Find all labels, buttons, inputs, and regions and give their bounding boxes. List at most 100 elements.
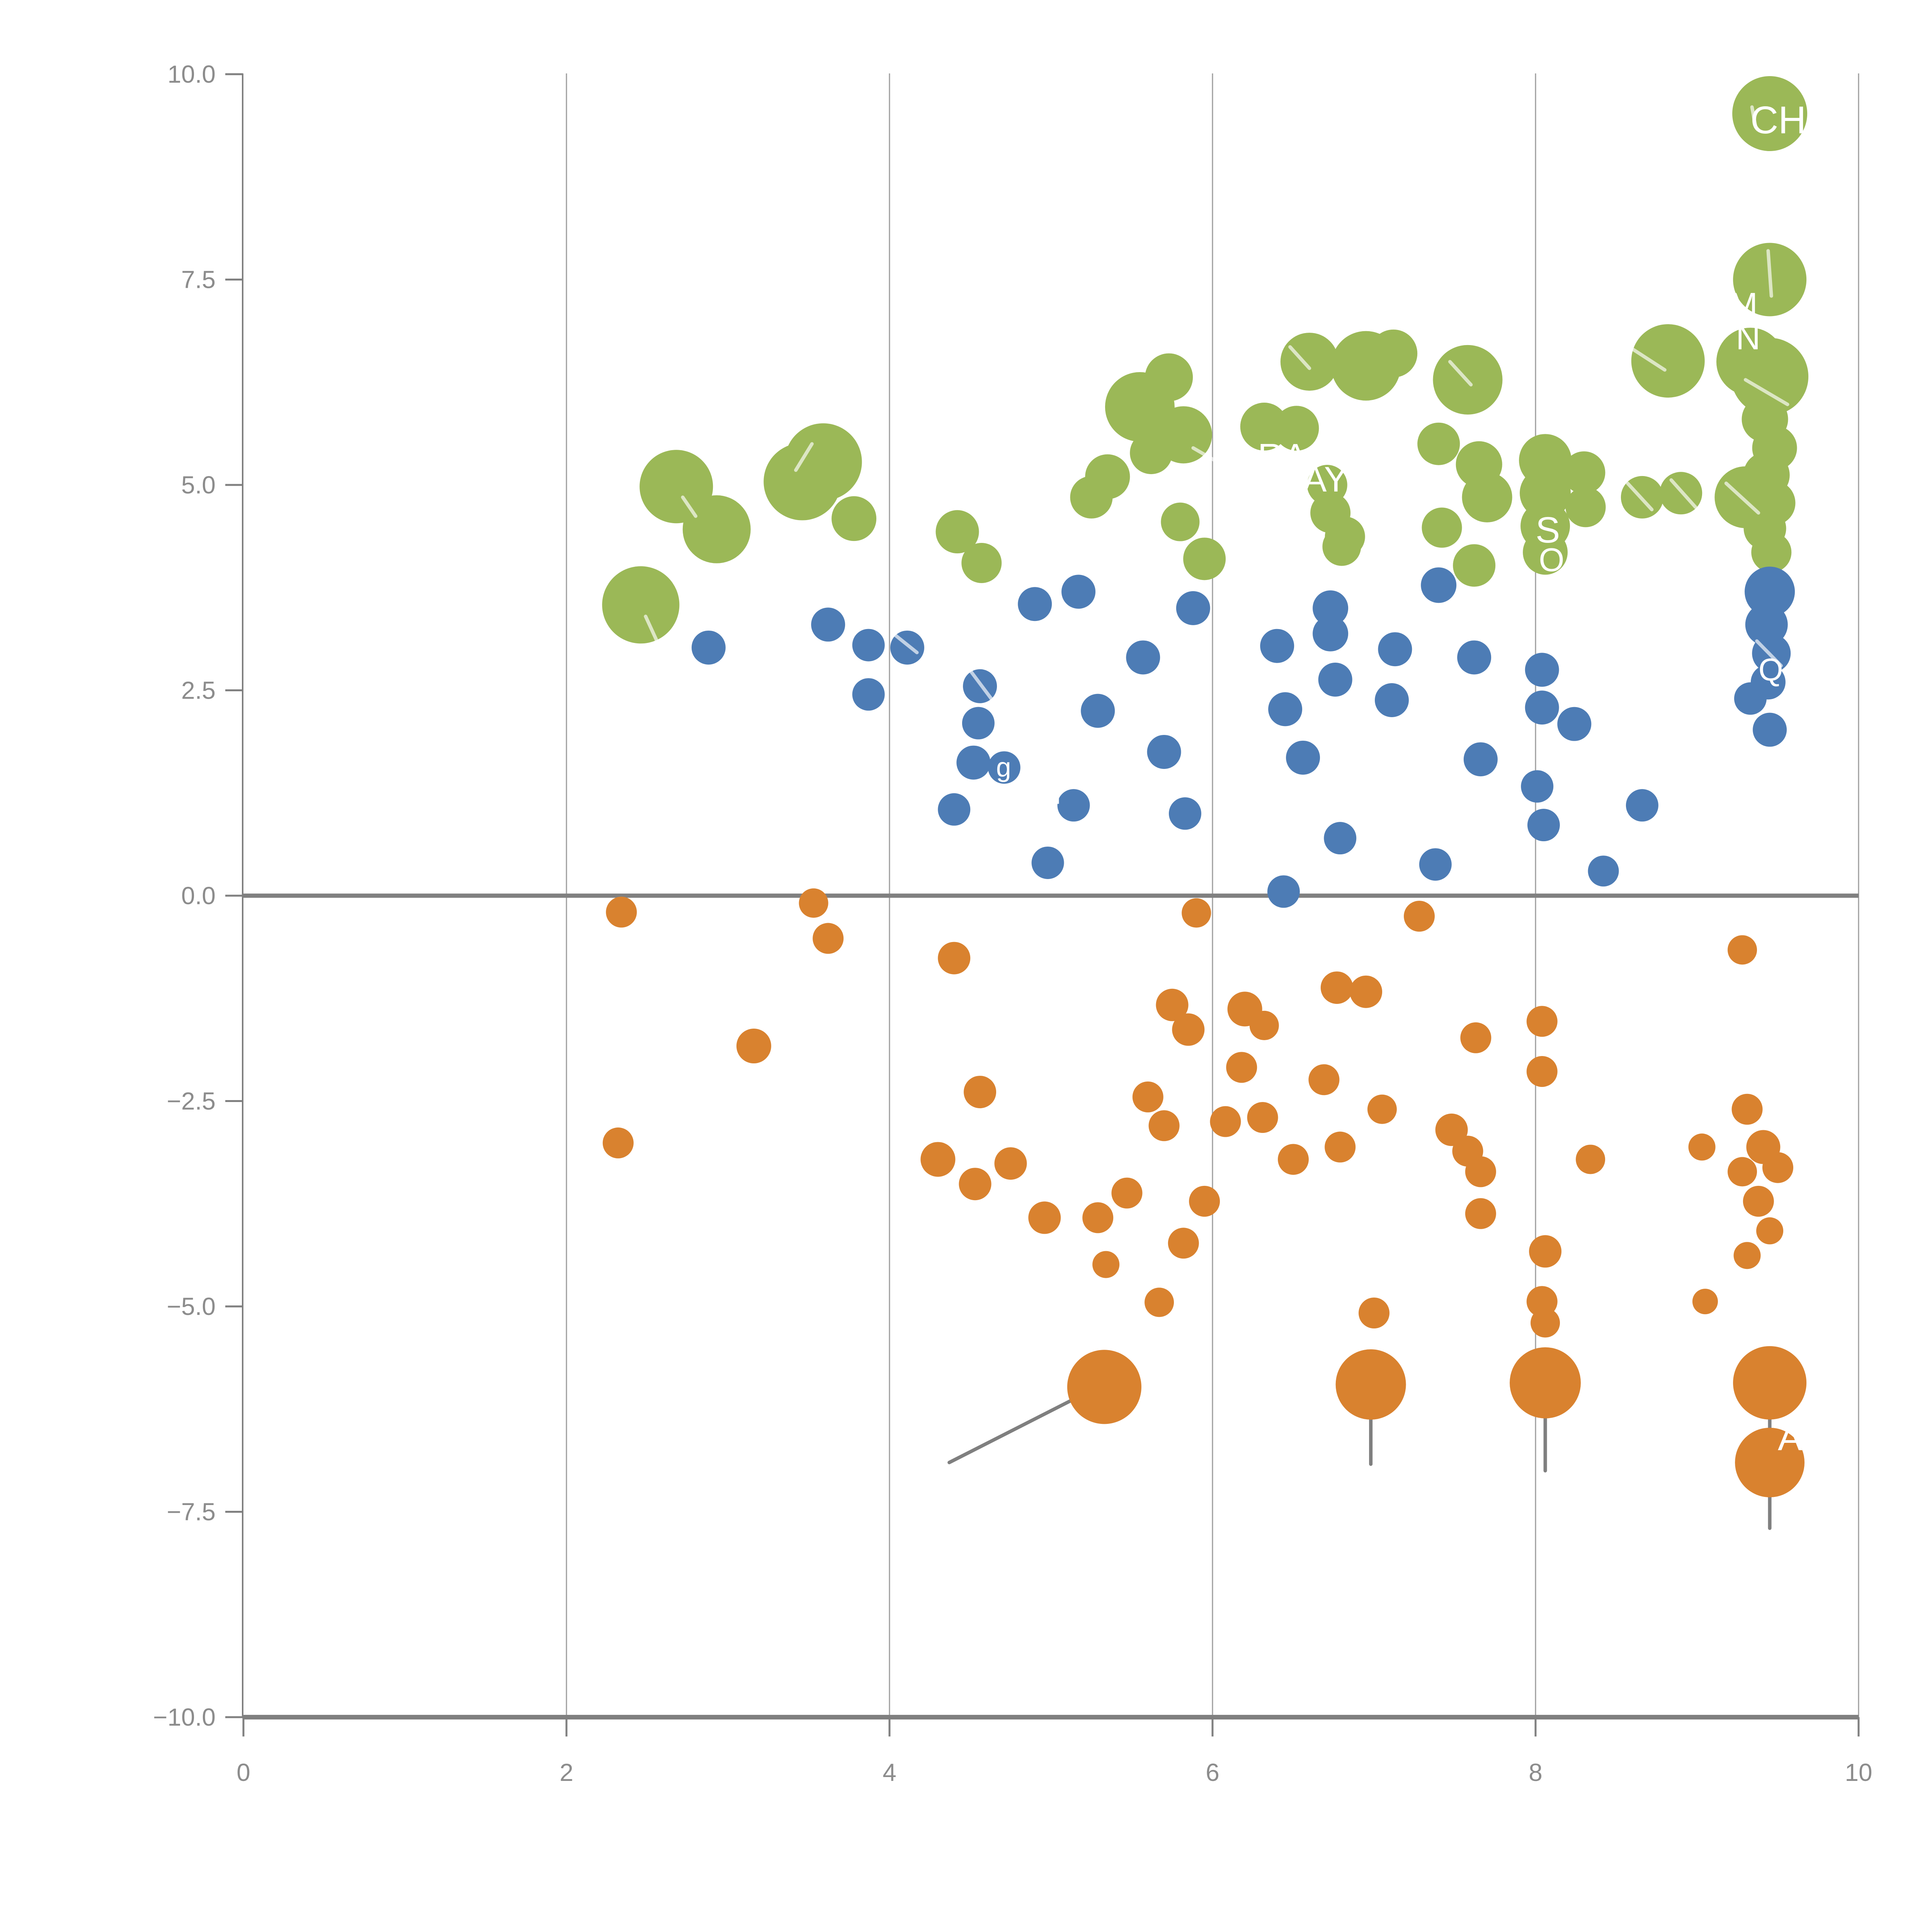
bubble-blue <box>962 707 995 740</box>
bubble-orange <box>813 923 844 954</box>
x-tick-label-6: 6 <box>1206 1759 1219 1786</box>
x-tick-label-4: 4 <box>883 1759 896 1786</box>
bubble-blue <box>1126 640 1160 675</box>
bubble-orange <box>959 1168 992 1201</box>
bubble-blue <box>811 607 845 642</box>
bubble-orange <box>1743 1185 1774 1217</box>
bubble-orange <box>1145 1287 1174 1317</box>
bubble-blue <box>1081 694 1115 728</box>
bubble-blue <box>1588 855 1619 887</box>
bubble-blue <box>1521 770 1554 803</box>
bubble-blue <box>1750 665 1786 700</box>
bubble-green <box>1161 502 1200 541</box>
y-tick-label-2.5: 2.5 <box>181 677 216 704</box>
bubble-orange <box>799 888 828 918</box>
bubble-blue <box>852 629 885 662</box>
bubble-orange <box>1731 1094 1763 1125</box>
bubble-orange <box>938 942 971 975</box>
bubble-leader-line <box>794 442 814 472</box>
bubble-blue <box>1286 740 1320 775</box>
bubble-orange <box>1733 1346 1807 1420</box>
y-tick-label-0.0: 0.0 <box>181 882 216 910</box>
x-tick-label-8: 8 <box>1529 1759 1543 1786</box>
bubble-orange <box>1733 1242 1761 1269</box>
bubble-orange <box>1067 1350 1141 1424</box>
bubble-orange <box>1210 1106 1241 1137</box>
bubble-leader-line <box>1627 345 1667 372</box>
y-tick-label-−7.5: −7.5 <box>167 1498 216 1526</box>
bubble-blue <box>1061 575 1096 609</box>
bubble-blue <box>1421 567 1457 603</box>
bubble-orange <box>1308 1064 1340 1095</box>
bubble-orange <box>1335 1349 1406 1420</box>
point-label-S: S <box>1536 510 1560 551</box>
bubble-green <box>1731 338 1809 415</box>
bubble-blue <box>1267 875 1300 908</box>
point-label-O: O <box>1539 542 1564 578</box>
bubble-blue <box>1378 632 1412 667</box>
bubble-orange <box>1168 1228 1199 1259</box>
y-tick-label-−5.0: −5.0 <box>167 1293 216 1320</box>
bubble-blue <box>1419 848 1452 881</box>
y-tick-label-7.5: 7.5 <box>181 266 216 294</box>
bubble-blue <box>1031 846 1064 879</box>
bubble-leader-line <box>893 633 919 655</box>
bubble-leader-line <box>1626 481 1654 512</box>
bubble-blue <box>1525 690 1559 725</box>
bubble-green <box>1422 507 1462 548</box>
bubble-orange <box>1350 975 1383 1008</box>
bubble-orange <box>964 1076 997 1109</box>
bubble-blue <box>1626 789 1658 822</box>
bubble-orange <box>1404 901 1435 932</box>
bubble-green <box>1274 406 1319 451</box>
bubble-leader-line <box>1755 639 1783 668</box>
y-tick-label-10.0: 10.0 <box>167 60 216 88</box>
axes <box>225 73 1860 1736</box>
bubble-green <box>1145 353 1193 401</box>
bubble-green <box>1732 76 1808 151</box>
x-tick-label-0: 0 <box>236 1759 250 1786</box>
label-leader-line <box>947 1388 1093 1464</box>
bubble-green <box>1240 403 1288 451</box>
bubble-blue <box>852 678 885 711</box>
bubble-green <box>832 496 877 541</box>
bubble-orange <box>1531 1308 1560 1338</box>
series-green <box>602 76 1809 644</box>
bubble-orange <box>1092 1251 1120 1278</box>
bubble-green <box>1565 487 1606 527</box>
bubble-orange <box>1529 1235 1562 1268</box>
bubble-orange <box>994 1147 1027 1180</box>
tick-labels: 10.0 7.5 5.0 2.5 0.0 −2.5 −5.0 −7.5 −10.0 0 2 4 6 8 10 <box>153 60 1872 1786</box>
bubble-green <box>682 495 751 563</box>
bubble-orange <box>1082 1202 1114 1233</box>
bubble-blue <box>1463 742 1498 777</box>
bubble-orange <box>1688 1133 1716 1161</box>
bubble-blue <box>1260 629 1294 663</box>
bubble-blue <box>1018 587 1052 621</box>
bubble-green <box>1631 324 1705 398</box>
bubble-blue <box>1745 566 1795 617</box>
bubble-blue <box>1374 683 1409 718</box>
bubble-green <box>1183 537 1226 580</box>
bubble-blue <box>1313 590 1349 626</box>
leader-lines-pale <box>644 105 1789 707</box>
bubble-orange <box>1367 1094 1397 1124</box>
bubble-orange <box>1226 1052 1257 1083</box>
bubble-leader-line <box>1724 481 1760 515</box>
bubble-green <box>961 543 1002 583</box>
bubble-orange <box>1132 1081 1163 1112</box>
bubble-green <box>1417 422 1460 465</box>
data-points <box>602 76 1809 1497</box>
point-label-AY: AY <box>1303 460 1348 499</box>
bubble-orange <box>1172 1013 1205 1046</box>
bubble-orange <box>1756 1217 1784 1245</box>
bubble-leader-line <box>1669 478 1697 509</box>
y-tick-label-5.0: 5.0 <box>181 471 216 499</box>
bubble-orange <box>1028 1201 1061 1234</box>
y-tick-label-−10.0: −10.0 <box>153 1703 216 1731</box>
bubble-green <box>1563 451 1605 494</box>
bubble-orange <box>1249 1010 1279 1040</box>
bubble-green <box>1462 472 1512 522</box>
